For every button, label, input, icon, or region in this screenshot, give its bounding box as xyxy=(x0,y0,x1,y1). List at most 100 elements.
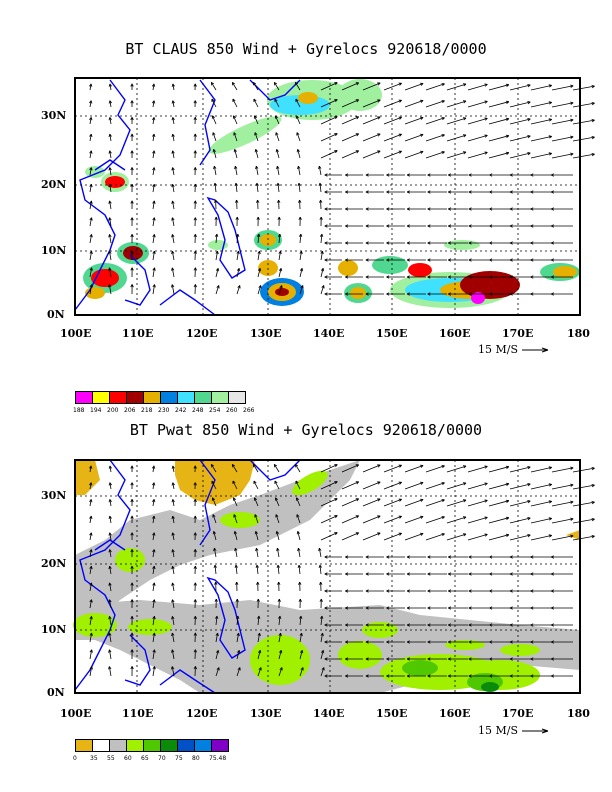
wind-vector-head xyxy=(489,623,493,627)
wind-vector-head xyxy=(324,258,328,262)
wind-vector-head xyxy=(130,565,134,569)
wind-vector-head xyxy=(468,224,472,228)
wind-vector-head xyxy=(130,515,134,519)
wind-vector xyxy=(318,548,322,558)
wind-vector-head xyxy=(324,224,328,228)
wind-vector-head xyxy=(171,582,175,586)
wind-vector-head xyxy=(276,182,280,187)
wind-vector xyxy=(320,633,324,643)
wind-vector-head xyxy=(89,549,93,553)
wind-vector xyxy=(89,217,92,227)
wind-vector-head xyxy=(130,632,134,636)
wind-vector-head xyxy=(468,258,472,262)
wind-vector-head xyxy=(489,589,493,593)
wind-vector-head xyxy=(468,623,472,627)
wind-vector xyxy=(171,649,175,660)
wind-vector-head xyxy=(252,81,257,86)
wind-vector xyxy=(236,251,239,261)
colorbar-tick-label: 230 xyxy=(158,407,170,414)
wind-vector-head xyxy=(398,498,402,502)
wind-vector xyxy=(234,548,238,558)
wind-vector-head xyxy=(108,582,112,586)
bottom-xlabel-170e: 170E xyxy=(502,707,534,720)
wind-vector xyxy=(509,483,531,490)
wind-vector-head xyxy=(334,82,338,86)
wind-vector-head xyxy=(509,674,513,678)
wind-vector xyxy=(276,548,280,558)
wind-vector xyxy=(109,632,112,643)
top-scale-arrow xyxy=(522,347,549,353)
top-xlabel-130e: 130E xyxy=(250,327,282,340)
wind-vector-head xyxy=(386,589,390,593)
wind-vector-head xyxy=(591,534,595,539)
wind-vector-head xyxy=(386,292,390,296)
wind-vector xyxy=(530,118,552,125)
wind-vector xyxy=(152,117,155,125)
colorbar-swatch xyxy=(177,739,195,752)
wind-vector-head xyxy=(386,190,390,194)
wind-vector xyxy=(89,549,92,558)
wind-vector-head xyxy=(548,534,552,538)
wind-vector-head xyxy=(89,100,93,104)
wind-vector-head xyxy=(530,589,534,593)
wind-vector-head xyxy=(509,640,513,644)
wind-vector-head xyxy=(318,547,322,552)
wind-vector xyxy=(295,98,301,108)
wind-vector xyxy=(425,100,445,108)
top-ylabel-0n: 0N xyxy=(47,308,65,321)
wind-vector-head xyxy=(320,250,324,255)
wind-vector-head xyxy=(398,464,402,468)
wind-vector-head xyxy=(324,207,328,211)
wind-vector xyxy=(446,533,467,541)
wind-vector-head xyxy=(151,83,156,87)
wind-vector-head xyxy=(527,534,531,538)
wind-vector-head xyxy=(386,258,390,262)
wind-vector-head xyxy=(462,117,467,121)
wind-vector-head xyxy=(365,292,369,296)
wind-vector-head xyxy=(232,497,236,501)
wind-vector-head xyxy=(108,117,112,121)
wind-vector xyxy=(257,616,260,626)
wind-vector xyxy=(256,565,259,575)
wind-vector-head xyxy=(277,581,281,585)
wind-vector xyxy=(152,532,155,541)
wind-vector xyxy=(273,464,280,473)
wind-vector-head xyxy=(406,640,410,644)
wind-vector xyxy=(446,134,467,142)
wind-vector-head xyxy=(427,207,431,211)
wind-vector xyxy=(108,284,112,295)
wind-vector-head xyxy=(509,207,513,211)
wind-vector xyxy=(572,484,595,490)
wind-vector-head xyxy=(193,100,197,104)
colorbar-tick-label: 260 xyxy=(226,407,238,414)
wind-vector xyxy=(362,82,381,91)
wind-vector xyxy=(320,667,325,677)
wind-vector-head xyxy=(130,117,134,121)
wind-vector-head xyxy=(591,101,595,106)
wind-vector xyxy=(530,534,552,541)
wind-vector xyxy=(530,483,552,490)
bottom-xlabel-160e: 160E xyxy=(439,707,471,720)
wind-vector-head xyxy=(321,285,325,289)
bottom-ylabel-20n: 20N xyxy=(41,557,67,570)
wind-vector-head xyxy=(530,606,534,610)
wind-vector xyxy=(404,134,424,142)
wind-vector-head xyxy=(319,216,323,220)
wind-vector xyxy=(446,516,467,524)
wind-vector xyxy=(294,464,301,473)
wind-vector-head xyxy=(89,582,93,586)
wind-vector-head xyxy=(130,183,134,187)
wind-vector-head xyxy=(441,151,445,155)
wind-vector-head xyxy=(256,216,260,220)
wind-vector xyxy=(152,234,155,244)
wind-vector-head xyxy=(591,517,595,522)
wind-vector xyxy=(109,515,112,524)
wind-vector-head xyxy=(212,531,216,535)
wind-vector xyxy=(383,532,402,541)
wind-vector-head xyxy=(570,466,574,470)
wind-vector-head xyxy=(296,132,300,136)
wind-vector-head xyxy=(258,650,262,654)
wind-vector xyxy=(234,531,238,541)
wind-vector-head xyxy=(193,183,197,187)
wind-vector xyxy=(232,480,238,490)
